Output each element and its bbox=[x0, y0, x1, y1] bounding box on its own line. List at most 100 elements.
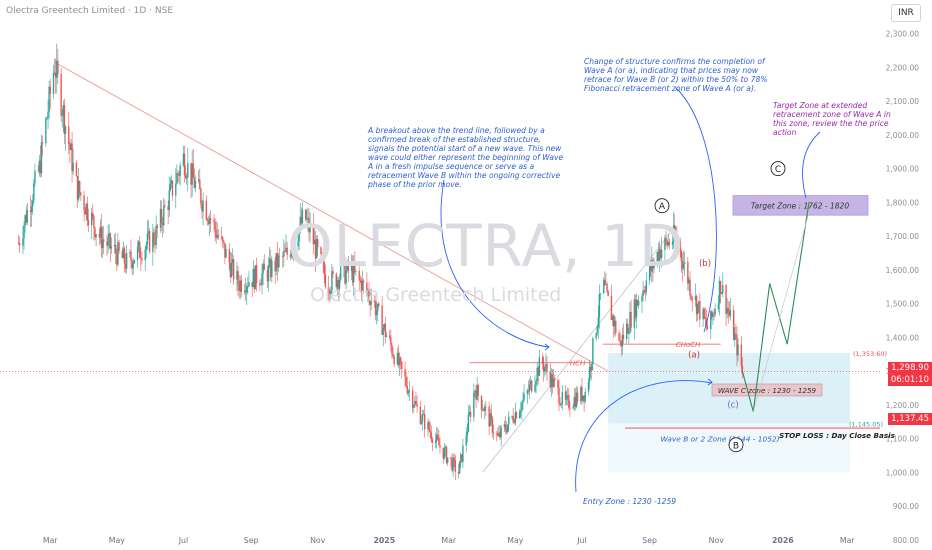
candle-394 bbox=[620, 340, 622, 357]
candle-466 bbox=[729, 298, 732, 321]
candle-395 bbox=[621, 327, 624, 355]
candle-217 bbox=[350, 254, 353, 281]
candle-349 bbox=[551, 369, 554, 394]
candle-425 bbox=[667, 233, 669, 248]
chart-title: Olectra Greentech Limited · 1D · NSE bbox=[6, 6, 174, 16]
candle-84 bbox=[146, 220, 149, 251]
candle-433 bbox=[680, 248, 682, 273]
candle-461 bbox=[722, 272, 724, 298]
candle-212 bbox=[343, 261, 345, 278]
x-tick-11: 2026 bbox=[772, 536, 794, 545]
candle-408 bbox=[642, 280, 644, 302]
candle-396 bbox=[622, 323, 625, 344]
candle-451 bbox=[706, 321, 709, 330]
candle-65 bbox=[117, 233, 119, 267]
candle-386 bbox=[607, 290, 609, 297]
candle-440 bbox=[690, 293, 692, 302]
candle-369 bbox=[582, 395, 584, 403]
candle-464 bbox=[727, 300, 729, 324]
candle-276 bbox=[439, 436, 441, 454]
y-tick-12: 1,100.00 bbox=[886, 435, 920, 444]
candle-362 bbox=[572, 403, 574, 410]
candle-231 bbox=[370, 288, 372, 311]
candle-136 bbox=[225, 244, 227, 259]
candle-376 bbox=[592, 336, 594, 371]
currency-button[interactable]: INR bbox=[891, 4, 921, 22]
candle-120 bbox=[201, 199, 203, 219]
candle-400 bbox=[629, 302, 631, 334]
candle-116 bbox=[194, 175, 197, 193]
candle-266 bbox=[424, 405, 426, 438]
candle-378 bbox=[596, 324, 598, 336]
target-note: Target Zone at extended retracement zone… bbox=[773, 101, 891, 137]
candle-398 bbox=[627, 318, 629, 334]
candle-223 bbox=[359, 275, 361, 284]
candle-72 bbox=[129, 249, 131, 258]
candle-314 bbox=[498, 425, 500, 438]
candle-429 bbox=[674, 214, 676, 240]
candle-4 bbox=[24, 214, 26, 234]
candle-113 bbox=[191, 150, 193, 197]
x-tick-10: Nov bbox=[709, 536, 725, 545]
candle-17 bbox=[45, 116, 47, 147]
candle-36 bbox=[72, 148, 74, 175]
choch-arrow bbox=[675, 87, 717, 333]
candle-272 bbox=[434, 432, 437, 449]
candle-322 bbox=[511, 415, 513, 420]
candle-421 bbox=[660, 237, 663, 268]
candle-285 bbox=[453, 452, 455, 468]
candle-126 bbox=[210, 210, 212, 233]
candle-423 bbox=[665, 231, 667, 246]
candle-10 bbox=[33, 178, 35, 204]
candle-206 bbox=[332, 266, 334, 278]
candle-208 bbox=[336, 276, 339, 296]
candle-90 bbox=[155, 215, 157, 249]
candle-49 bbox=[93, 214, 95, 241]
candle-68 bbox=[122, 241, 125, 259]
candle-77 bbox=[136, 240, 139, 268]
x-tick-6: Mar bbox=[441, 536, 457, 545]
candle-202 bbox=[327, 275, 330, 301]
y-tick-8: 1,500.00 bbox=[886, 300, 920, 309]
y-tick-6: 1,700.00 bbox=[886, 232, 920, 241]
candle-437 bbox=[687, 256, 689, 291]
candle-245 bbox=[392, 347, 394, 359]
candle-75 bbox=[132, 257, 134, 276]
candle-470 bbox=[736, 326, 738, 366]
candle-286 bbox=[454, 455, 456, 481]
candle-122 bbox=[205, 195, 208, 222]
y-tick-15: 800.00 bbox=[893, 536, 919, 545]
candle-6 bbox=[26, 202, 28, 226]
breakout-arrow bbox=[440, 179, 549, 348]
candle-403 bbox=[634, 294, 637, 322]
candle-38 bbox=[76, 175, 79, 208]
candle-371 bbox=[584, 387, 586, 404]
entry-note: Entry Zone : 1230 -1259 bbox=[583, 497, 677, 506]
candle-31 bbox=[64, 124, 67, 151]
candle-59 bbox=[108, 224, 110, 250]
candle-331 bbox=[523, 383, 525, 403]
candle-211 bbox=[339, 263, 342, 282]
candle-80 bbox=[140, 247, 142, 271]
candle-240 bbox=[384, 316, 387, 344]
x-tick-3: Sep bbox=[244, 536, 259, 545]
candle-338 bbox=[535, 378, 537, 394]
candle-154 bbox=[253, 266, 256, 294]
candle-406 bbox=[638, 294, 640, 309]
candle-143 bbox=[237, 266, 239, 296]
candle-339 bbox=[536, 362, 538, 387]
candle-222 bbox=[358, 266, 360, 291]
candle-445 bbox=[698, 300, 700, 313]
candle-190 bbox=[308, 208, 310, 241]
candle-393 bbox=[619, 332, 621, 346]
candle-226 bbox=[362, 278, 365, 294]
candle-18 bbox=[46, 116, 48, 120]
candle-183 bbox=[298, 226, 300, 251]
wave-c-major: C bbox=[775, 165, 781, 175]
candle-366 bbox=[576, 386, 579, 405]
x-tick-8: Jul bbox=[576, 536, 586, 545]
candle-145 bbox=[239, 275, 241, 300]
candle-447 bbox=[702, 306, 704, 327]
candle-94 bbox=[161, 216, 164, 238]
